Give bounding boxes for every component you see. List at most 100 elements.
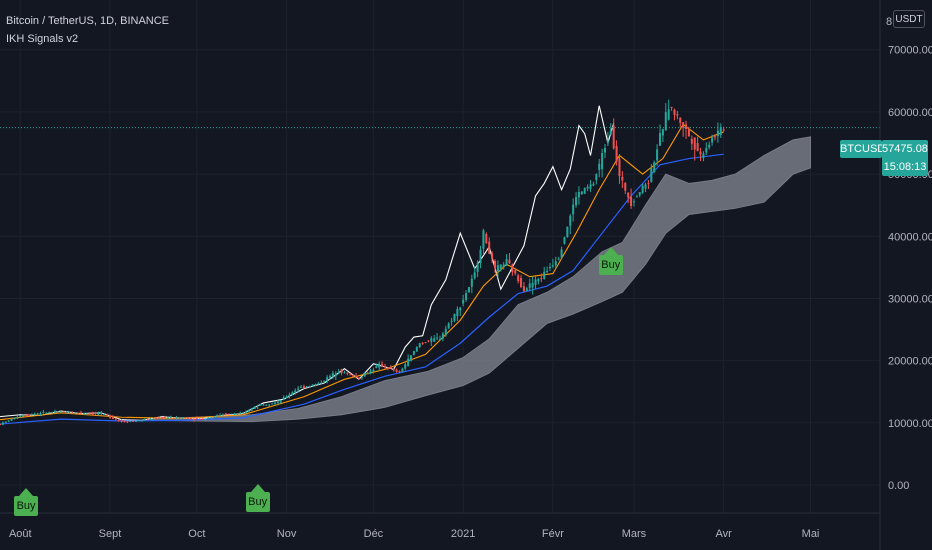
candle-body — [346, 372, 349, 374]
candle-body — [279, 400, 282, 403]
candle-body — [175, 417, 178, 419]
candle-body — [285, 396, 288, 399]
candle-body — [80, 412, 83, 414]
candle-body — [644, 184, 647, 189]
candle-body — [606, 140, 609, 143]
candle-body — [485, 233, 488, 244]
chart-legend: Bitcoin / TetherUS, 1D, BINANCE IKH Sign… — [6, 12, 169, 48]
candle-body — [331, 373, 334, 377]
candle-body — [16, 417, 19, 419]
currency-unit-button[interactable]: USDT — [893, 10, 925, 28]
candle-body — [482, 230, 485, 249]
candle-body — [580, 191, 583, 194]
candle-body — [349, 374, 352, 376]
current-price-tag: 57475.08 15:08:13 — [882, 140, 928, 176]
candle-body — [369, 370, 372, 374]
candle-body — [363, 374, 366, 377]
candle-body — [537, 278, 540, 282]
candle-body — [276, 401, 279, 404]
candle-body — [667, 109, 670, 120]
candle-body — [218, 415, 222, 417]
candle-body — [566, 226, 569, 238]
candle-body — [479, 249, 482, 264]
candle-body — [169, 416, 172, 418]
candle-body — [282, 397, 285, 400]
buy-signal[interactable]: Buy — [245, 484, 270, 513]
candle-body — [572, 204, 575, 215]
candle-body — [705, 148, 708, 153]
y-tick-label: 70000.00 — [888, 45, 932, 57]
candle-body — [522, 286, 525, 292]
candle-body — [355, 375, 358, 377]
candle-body — [664, 112, 667, 131]
candle-body — [404, 364, 407, 369]
candle-body — [221, 414, 224, 416]
conversion-line — [0, 123, 724, 421]
candle-body — [56, 411, 59, 413]
candle-body — [525, 288, 528, 292]
y-tick-label: 30000.00 — [888, 293, 932, 305]
candle-body — [592, 183, 595, 186]
candle-body — [543, 271, 546, 279]
candle-body — [372, 369, 375, 372]
candle-body — [103, 414, 106, 416]
buy-signal[interactable]: Buy — [14, 487, 39, 516]
candle-body — [415, 347, 418, 352]
candle-body — [71, 412, 74, 414]
candle-body — [137, 420, 140, 422]
candle-body — [621, 176, 624, 181]
candle-body — [470, 278, 473, 287]
candle-body — [155, 418, 158, 420]
candle-body — [586, 186, 589, 189]
candle-body — [308, 385, 311, 387]
candle-body — [334, 373, 337, 377]
indicator-lines-layer — [0, 99, 880, 426]
candle-body — [192, 419, 195, 421]
candle-body — [436, 337, 439, 339]
candle-body — [77, 412, 80, 414]
candle-body — [514, 270, 517, 274]
y-tick-label: 40000.00 — [888, 231, 932, 243]
candle-body — [230, 413, 233, 415]
candle-body — [656, 149, 659, 161]
candle-body — [357, 377, 360, 379]
candle-body — [401, 368, 404, 373]
candle-body — [250, 408, 253, 411]
candle-body — [19, 415, 22, 417]
candle-body — [288, 394, 291, 397]
x-tick-label: Déc — [364, 528, 384, 540]
y-tick-label: 0.00 — [888, 480, 909, 492]
candle-body — [149, 418, 152, 420]
candle-body — [82, 413, 85, 415]
candle-body — [424, 342, 427, 344]
candle-body — [39, 413, 42, 415]
candle-body — [638, 192, 641, 196]
candle-body — [204, 418, 207, 420]
buy-arrow-icon — [250, 484, 265, 493]
candle-body — [129, 421, 132, 423]
candle-body — [465, 293, 468, 300]
candle-body — [548, 267, 552, 269]
candle-body — [91, 413, 94, 415]
buy-signal[interactable]: Buy — [598, 246, 623, 275]
candle-body — [554, 261, 557, 266]
candle-body — [195, 418, 198, 420]
candle-body — [658, 133, 662, 146]
candle-body — [624, 182, 627, 191]
bar-countdown: 15:08:13 — [883, 161, 927, 173]
indicator-title[interactable]: IKH Signals v2 — [6, 33, 79, 45]
candle-body — [560, 249, 563, 258]
candle-body — [65, 411, 68, 413]
candle-body — [135, 420, 138, 422]
candle-body — [302, 386, 305, 388]
candle-body — [311, 384, 314, 387]
candle-body — [146, 419, 149, 421]
symbol-title[interactable]: Bitcoin / TetherUS, 1D, BINANCE — [6, 15, 170, 27]
candle-body — [453, 314, 456, 322]
candle-body — [467, 287, 470, 293]
candle-body — [1, 422, 4, 425]
candle-body — [575, 197, 578, 206]
candle-body — [493, 260, 497, 269]
